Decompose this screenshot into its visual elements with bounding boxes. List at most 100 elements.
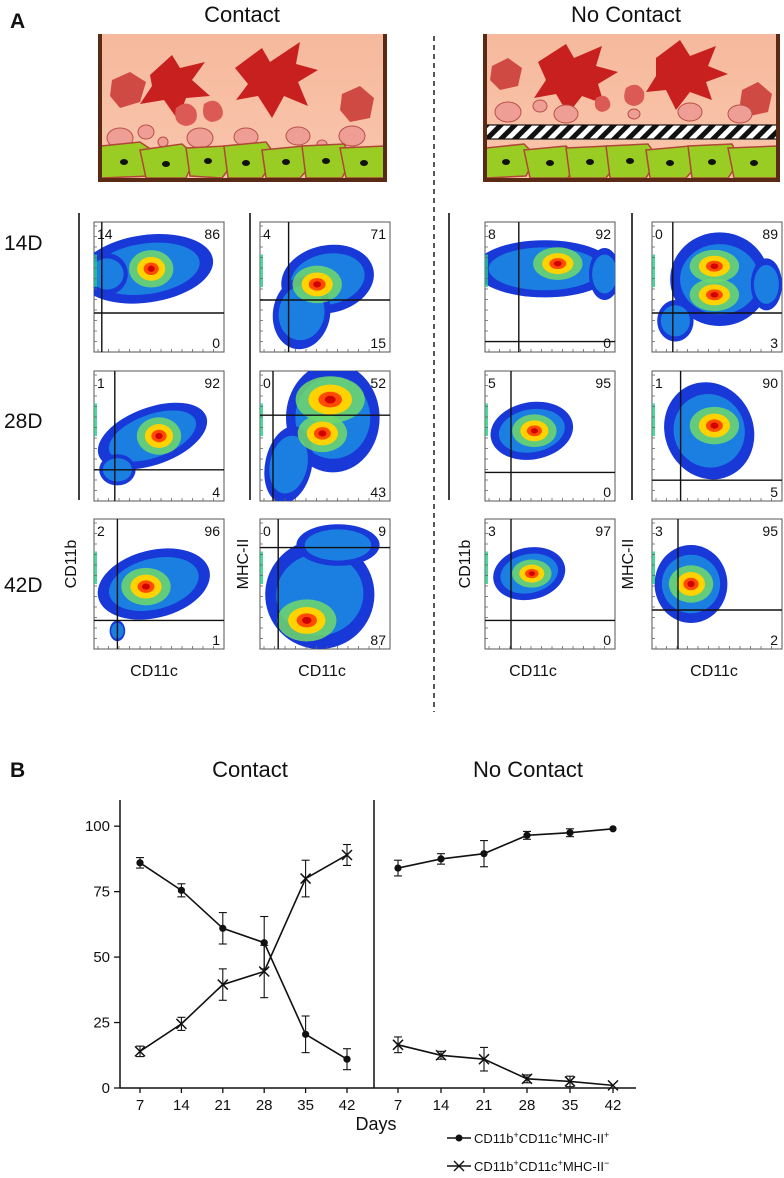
y-axis-label-cd11b-no-contact: CD11b <box>457 540 474 589</box>
data-point <box>480 850 488 858</box>
density-max <box>528 571 535 576</box>
quadrant-upper-left: 3 <box>655 523 663 539</box>
legend: CD11b+CD11c+MHC-II+ CD11b+CD11c+MHC-II− <box>447 1130 609 1174</box>
data-point <box>564 1075 576 1087</box>
axis-pileup <box>485 403 488 436</box>
quadrant-upper-right: 92 <box>595 226 611 242</box>
quadrant-upper-left: 4 <box>263 226 271 242</box>
density-max <box>553 260 562 267</box>
panel-a-label: A <box>10 10 25 33</box>
x-axis-label-cd11c-contact-mhc: CD11c <box>298 663 346 680</box>
chart-title-no-contact: No Contact <box>473 757 583 782</box>
density-max <box>687 580 695 588</box>
density-max <box>302 616 312 624</box>
density-max <box>710 292 719 298</box>
cell-population-core <box>592 254 615 294</box>
x-tick-label: 14 <box>173 1097 190 1114</box>
quadrant-lower-right: 15 <box>370 335 386 351</box>
data-point <box>258 965 270 978</box>
quadrant-upper-left: 1 <box>97 375 105 391</box>
axis-pileup <box>260 254 263 287</box>
density-max <box>324 395 336 404</box>
axis-pileup <box>652 403 655 436</box>
data-point <box>392 1039 404 1051</box>
flow-plot-contact-cd11b-1: 14 86 0 <box>93 221 225 353</box>
x-axis-label-cd11c-no-contact-cd11b: CD11c <box>509 663 557 680</box>
dendritic-cell <box>646 40 728 110</box>
flow-plot-contact-mhc-1: 4 71 15 <box>259 221 391 353</box>
quadrant-upper-right: 90 <box>762 375 778 391</box>
quadrant-upper-left: 5 <box>488 375 496 391</box>
quadrant-upper-right: 9 <box>378 523 386 539</box>
legend-sup: + <box>558 1130 563 1140</box>
x-tick-label: 21 <box>476 1097 493 1114</box>
quadrant-upper-right: 92 <box>204 375 220 391</box>
quadrant-upper-right: 86 <box>204 226 220 242</box>
axis-pileup <box>652 254 655 287</box>
y-axis-label-cd11b-contact: CD11b <box>63 540 80 589</box>
dendritic-cell <box>534 44 618 114</box>
x-tick-label: 28 <box>519 1097 536 1114</box>
flow-plot-nocontact-mhc-1: 0 89 3 <box>651 221 783 353</box>
density-max <box>313 281 322 288</box>
monocyte <box>203 100 223 122</box>
quadrant-upper-left: 8 <box>488 226 496 242</box>
data-point <box>134 1045 146 1057</box>
quadrant-upper-right: 95 <box>762 523 778 539</box>
density-max <box>530 428 538 434</box>
condition-title-contact: Contact <box>204 2 280 27</box>
monocyte <box>624 84 645 106</box>
quadrant-upper-left: 1 <box>655 375 663 391</box>
cell-population-core <box>304 529 372 561</box>
flow-plot-nocontact-mhc-3: 3 95 2 <box>651 518 783 650</box>
x-axis-label-cd11c-no-contact-mhc: CD11c <box>690 663 738 680</box>
precursor-cell <box>627 108 641 120</box>
x-tick-label: 42 <box>605 1097 622 1114</box>
x-tick-label: 42 <box>339 1097 356 1114</box>
quadrant-lower-right: 1 <box>212 632 220 648</box>
quadrant-upper-left: 0 <box>655 226 663 242</box>
x-tick-label: 28 <box>256 1097 273 1114</box>
density-max <box>318 430 327 437</box>
precursor-cell <box>186 127 214 149</box>
series-mhc-positive-contact <box>136 857 351 1071</box>
y-axis-label-mhc-contact: MHC-II <box>235 539 252 590</box>
axis-pileup <box>260 403 263 436</box>
quadrant-lower-right: 0 <box>603 335 611 351</box>
quadrant-upper-right: 96 <box>204 523 220 539</box>
contact-well-illustration <box>98 34 387 182</box>
data-point <box>566 829 574 837</box>
x-axis-label-days: Days <box>355 1114 396 1134</box>
density-max <box>710 263 719 269</box>
density-max <box>147 265 155 272</box>
data-point <box>394 864 402 872</box>
series-line <box>139 854 348 1053</box>
data-point <box>435 1049 447 1061</box>
quadrant-upper-left: 0 <box>263 375 271 391</box>
precursor-cell <box>338 125 366 147</box>
legend-sup: + <box>514 1158 519 1168</box>
quadrant-upper-right: 95 <box>595 375 611 391</box>
data-point <box>175 1018 187 1030</box>
axis-pileup <box>485 254 488 287</box>
flow-plot-contact-cd11b-3: 2 96 1 <box>93 518 225 650</box>
quadrant-upper-right: 89 <box>762 226 778 242</box>
macrophage <box>490 58 522 90</box>
data-point <box>343 1055 351 1063</box>
legend-text: MHC-II <box>563 1159 604 1174</box>
x-tick-label: 7 <box>394 1097 402 1114</box>
quadrant-lower-right: 0 <box>603 632 611 648</box>
timepoint-label-28d: 28D <box>4 410 43 433</box>
series-line <box>397 828 614 869</box>
x-axis-label-cd11c-contact-cd11b: CD11c <box>130 663 178 680</box>
data-point <box>177 886 185 894</box>
legend-text: MHC-II <box>563 1131 604 1146</box>
x-tick-label: 7 <box>136 1097 144 1114</box>
transwell-membrane <box>486 124 777 140</box>
precursor-cell <box>137 124 155 140</box>
chart-title-contact: Contact <box>212 757 288 782</box>
quadrant-upper-right: 52 <box>370 375 386 391</box>
data-point <box>341 849 353 861</box>
